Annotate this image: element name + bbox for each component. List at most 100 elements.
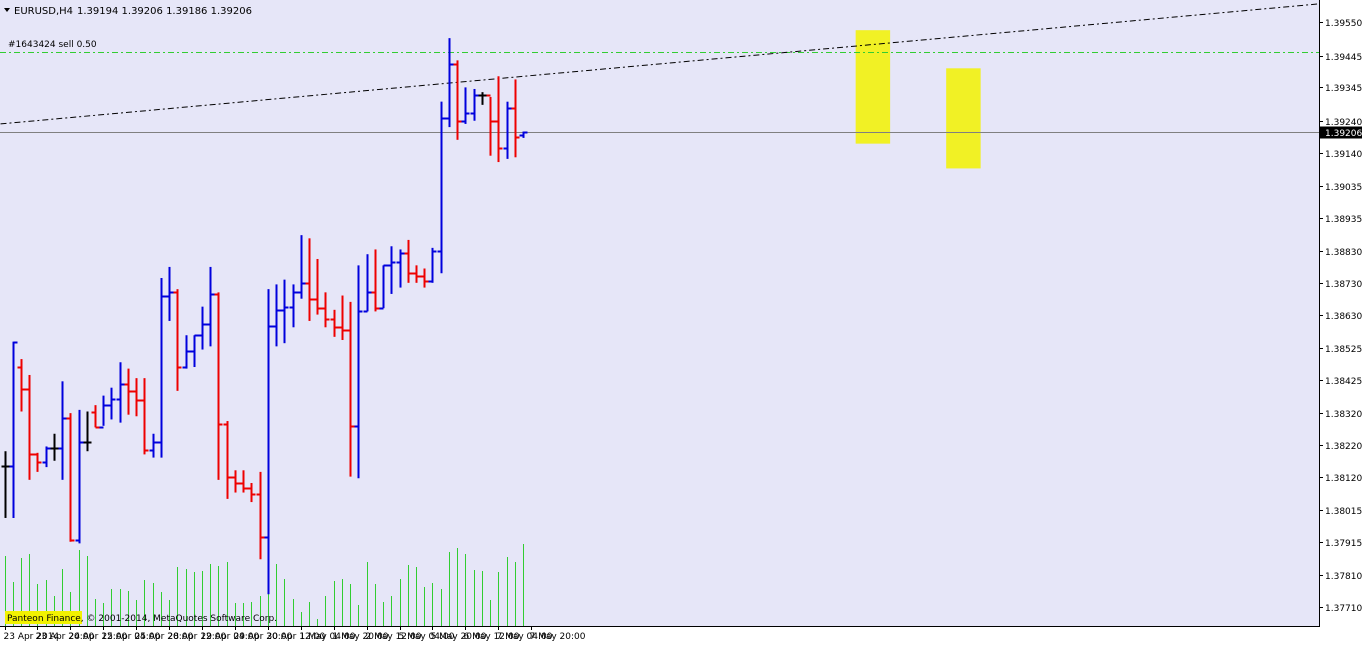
symbol-timeframe: EURUSD,H4	[14, 6, 73, 17]
ohlc-bar	[91, 405, 100, 429]
time-tick-label: 6 May 12:00	[464, 632, 520, 642]
price-tick-label: 1.39445	[1325, 53, 1362, 63]
ohlc-readout: 1.39194 1.39206 1.39186 1.39206	[77, 6, 252, 17]
price-tick-label: 1.37915	[1325, 539, 1362, 549]
ohlc-bar	[66, 413, 75, 542]
ohlc-bar	[486, 94, 495, 156]
price-tick-label: 1.38935	[1325, 215, 1362, 225]
price-tick-label: 1.39140	[1325, 150, 1362, 160]
time-tick-label: 5 May 20:00	[431, 632, 487, 642]
ohlc-bar	[396, 249, 405, 288]
ohlc-bar	[428, 247, 437, 283]
time-tick-label: 30 Apr 12:00	[267, 632, 326, 642]
ohlc-bar	[83, 411, 92, 452]
ohlc-bar	[519, 131, 528, 138]
ohlc-bar	[116, 362, 125, 423]
ohlc-bar	[190, 334, 199, 368]
time-tick-label: 25 Apr 04:00	[102, 632, 161, 642]
ohlc-bar	[437, 101, 446, 274]
price-tick-label: 1.38730	[1325, 280, 1362, 290]
ohlc-bar	[140, 378, 149, 455]
ohlc-bar	[33, 452, 42, 472]
price-tick-label: 1.38015	[1325, 507, 1362, 517]
ohlc-bar	[223, 421, 232, 499]
time-tick-label: 23 Apr 20:00	[36, 632, 95, 642]
ohlc-bars	[1, 38, 528, 595]
ohlc-bar	[478, 92, 487, 105]
price-tick-label: 1.39240	[1325, 118, 1362, 128]
price-axis[interactable]: 1.39550 1.39445 1.39345 1.39240 1.39140 1.390…	[1319, 19, 1362, 614]
highlight-box	[855, 30, 891, 144]
ohlc-bar	[313, 258, 322, 315]
ohlc-bar	[503, 101, 512, 159]
ohlc-bar	[9, 341, 18, 518]
ohlc-bar	[58, 381, 67, 480]
ohlc-bar	[165, 266, 174, 321]
ohlc-bar	[346, 301, 355, 477]
ohlc-bar	[99, 395, 108, 429]
ohlc-bar	[198, 306, 207, 350]
ohlc-bar	[379, 264, 388, 310]
ohlc-bar	[511, 79, 520, 158]
time-tick-label: 7 May 04:00	[497, 632, 553, 642]
time-tick-label: 1 May 04:00	[300, 632, 356, 642]
time-tick-label: 29 Apr 04:00	[201, 632, 260, 642]
price-tick-label: 1.39550	[1325, 19, 1362, 29]
ohlc-bar	[206, 266, 215, 347]
highlight-box	[946, 68, 981, 169]
broker-highlight	[5, 611, 82, 624]
time-tick-label: 23 Apr 2014	[4, 632, 60, 642]
ohlc-bar	[297, 235, 306, 299]
ohlc-bar	[157, 278, 166, 458]
ohlc-bar	[75, 409, 84, 544]
price-tick-label: 1.39345	[1325, 84, 1362, 94]
ohlc-bar	[387, 246, 396, 294]
time-tick-label: 25 Apr 20:00	[135, 632, 194, 642]
trend-line[interactable]	[0, 3, 1320, 125]
price-tick-label: 1.37710	[1325, 604, 1362, 614]
ohlc-bar	[363, 254, 372, 313]
ohlc-bar	[173, 289, 182, 391]
ohlc-bar	[124, 368, 133, 415]
ohlc-bar	[461, 87, 470, 124]
price-tick-label: 1.38830	[1325, 248, 1362, 258]
copyright-footer: Panteon Finance, © 2001-2014, MetaQuotes…	[5, 611, 277, 624]
ohlc-bar	[231, 470, 240, 493]
highlight-layer	[855, 30, 981, 169]
current-price-label: 1.39206	[1325, 129, 1362, 139]
ohlc-bar	[214, 292, 223, 480]
ohlc-bar	[107, 387, 116, 420]
time-tick-label: 2 May 12:00	[366, 632, 422, 642]
ohlc-bar	[470, 88, 479, 121]
order-label: #1643424 sell 0.50	[8, 40, 97, 50]
ohlc-bar	[305, 238, 314, 321]
ohlc-bar	[412, 265, 421, 283]
time-tick-label: 24 Apr 12:00	[69, 632, 128, 642]
ohlc-bar	[272, 284, 281, 347]
ohlc-bar	[25, 374, 34, 480]
chevron-down-icon[interactable]	[4, 8, 10, 12]
price-tick-label: 1.37810	[1325, 572, 1362, 582]
copyright-text: Panteon Finance, © 2001-2014, MetaQuotes…	[7, 614, 277, 624]
current-price-tag: 1.39206	[1320, 126, 1362, 139]
ohlc-bar	[445, 38, 454, 128]
ohlc-bar	[420, 268, 429, 288]
time-tick-label: 29 Apr 20:00	[234, 632, 293, 642]
ohlc-bar	[132, 378, 141, 417]
ohlc-bar	[321, 292, 330, 328]
price-tick-label: 1.38630	[1325, 312, 1362, 322]
ohlc-bar	[239, 470, 248, 493]
ohlc-bar	[256, 471, 265, 560]
price-tick-label: 1.38525	[1325, 345, 1362, 355]
ohlc-bar	[404, 239, 413, 283]
ohlc-bar	[50, 433, 59, 461]
chart-header: EURUSD,H4 1.39194 1.39206 1.39186 1.3920…	[4, 6, 252, 17]
ohlc-bar	[330, 309, 339, 337]
price-tick-label: 1.38220	[1325, 442, 1362, 452]
time-tick-label: 5 May 04:00	[399, 632, 455, 642]
ohlc-bar	[149, 433, 158, 458]
price-tick-label: 1.39035	[1325, 183, 1362, 193]
